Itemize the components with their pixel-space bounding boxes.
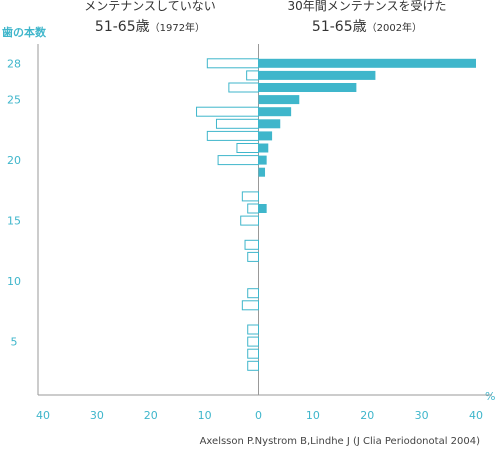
y-tick-5: 5: [11, 336, 18, 349]
bar-1972-teeth-22: [206, 130, 260, 141]
bar-2002-teeth-23: [258, 119, 281, 129]
bar-1972-teeth-24: [196, 106, 259, 117]
bar-2002-teeth-16: [258, 204, 267, 213]
bar-2002-teeth-21: [258, 143, 269, 153]
y-tick-28: 28: [7, 57, 21, 70]
bar-1972-teeth-3: [247, 360, 260, 371]
y-tick-10: 10: [7, 275, 21, 288]
bar-2002-teeth-20: [258, 155, 267, 165]
bar-1972-teeth-9: [247, 288, 260, 299]
y-tick-25: 25: [7, 94, 21, 107]
bar-2002-teeth-24: [258, 107, 292, 117]
bar-1972-teeth-6: [247, 324, 260, 335]
x-tick-5: 10: [306, 409, 320, 422]
bar-1972-teeth-27: [246, 70, 260, 81]
bar-1972-teeth-23: [215, 118, 259, 129]
x-tick-6: 20: [360, 409, 374, 422]
right-title-line1: 30年間メンテナンスを受けた: [287, 0, 446, 13]
bar-1972-teeth-15: [240, 215, 260, 226]
source-citation: Axelsson P.Nystrom B,Lindhe J (J Clia Pe…: [200, 436, 481, 447]
y-tick-20: 20: [7, 154, 21, 167]
chart-marks: 28 25 20 15 10 5 40 30 20 10 0 10 20 30 40: [7, 57, 483, 422]
bar-1972-teeth-26: [228, 82, 259, 93]
x-tick-0: 40: [36, 409, 50, 422]
bar-1972-teeth-16: [247, 203, 260, 214]
bar-2002-teeth-25: [258, 95, 300, 105]
x-tick-4: 0: [255, 409, 262, 422]
bar-2002-teeth-19: [258, 167, 266, 177]
x-tick-8: 40: [469, 409, 483, 422]
x-axis-unit: %: [485, 390, 495, 403]
bar-1972-teeth-4: [247, 348, 260, 359]
right-title-age: 51-65歳: [312, 19, 367, 35]
bar-2002-teeth-27: [258, 70, 376, 80]
left-title-age: 51-65歳: [95, 19, 150, 35]
bar-2002-teeth-26: [258, 83, 357, 92]
bar-1972-teeth-8: [241, 300, 259, 311]
bar-1972-teeth-17: [241, 191, 259, 202]
y-tick-15: 15: [7, 215, 21, 228]
left-title-line2: 51-65歳（1972年）: [95, 19, 205, 35]
x-tick-7: 30: [415, 409, 429, 422]
y-axis-label: 歯の本数: [2, 25, 47, 39]
bar-1972-teeth-20: [217, 155, 259, 166]
right-title-year: （2002年）: [367, 21, 422, 34]
bar-1972-teeth-28: [206, 58, 260, 69]
bar-1972-teeth-13: [244, 239, 259, 250]
bar-2002-teeth-22: [258, 131, 273, 141]
bar-1972-teeth-5: [247, 336, 260, 347]
x-tick-3: 10: [198, 409, 212, 422]
bar-2002-teeth-28: [258, 58, 476, 68]
right-title-line2: 51-65歳（2002年）: [312, 19, 422, 35]
x-tick-1: 30: [90, 409, 104, 422]
left-title-year: （1972年）: [150, 21, 205, 34]
bar-1972-teeth-21: [236, 143, 259, 153]
left-title-line1: メンテナンスしていない: [84, 0, 215, 13]
x-tick-2: 20: [144, 409, 158, 422]
bar-1972-teeth-12: [247, 251, 260, 262]
